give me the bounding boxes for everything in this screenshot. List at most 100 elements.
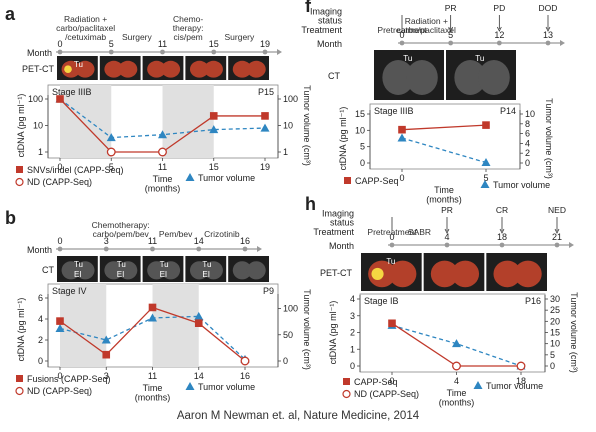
timeline-month-label: 3: [104, 236, 109, 246]
x-tick-label: 11: [158, 162, 167, 172]
timeline-month-label: 14: [194, 236, 204, 246]
left-tick-label: 0: [38, 356, 43, 366]
right-tick-label: 2: [525, 148, 530, 158]
treatment-shade: [152, 284, 199, 367]
legend-tumor-swatch: [480, 180, 490, 188]
scan-lung-left: [104, 60, 124, 78]
legend-ctdna-label: CAPP-Seq: [354, 377, 398, 387]
scan-lung-right: [246, 261, 266, 280]
x-tick-label: 16: [240, 371, 250, 381]
timeline-tick: [545, 40, 551, 46]
status-arrowhead: [444, 228, 450, 234]
right-tick-label: 50: [283, 330, 293, 340]
legend-nd-label: ND (CAPP-Seq): [27, 386, 92, 396]
ctdna-nd-point: [452, 361, 461, 371]
left-tick-label: 0: [350, 361, 355, 371]
scan-lung-left: [454, 60, 487, 95]
left-tick-label: 1: [38, 147, 43, 157]
timeline-tick: [196, 246, 202, 252]
right-tick-label: 8: [525, 119, 530, 129]
legend-tumor-label: Tumor volume: [198, 382, 255, 392]
timeline-month-label: 16: [240, 236, 250, 246]
legend-tumor-swatch: [185, 382, 195, 390]
ctdna-point: [148, 303, 157, 312]
x-tick-label: 19: [260, 162, 270, 172]
timeline-tick: [389, 242, 395, 248]
legend-nd-swatch: [342, 389, 351, 399]
legend-ctdna-swatch: [344, 177, 351, 184]
right-axis-label: Tumor volume (cm³): [302, 85, 312, 166]
status-arrowhead: [545, 26, 551, 32]
timeline-month-label: 5: [448, 30, 453, 40]
tumor-volume-point: [194, 311, 204, 320]
x-axis-label: Time (months): [135, 383, 171, 402]
x-tick-label: 0: [389, 376, 394, 386]
legend-ctdna-swatch: [343, 378, 350, 385]
timeline-tick: [262, 49, 268, 55]
legend-tumor-swatch: [473, 381, 483, 389]
imaging-status-label: CR: [496, 205, 508, 215]
x-tick-label: 4: [454, 376, 459, 386]
x-tick-label: 5: [483, 173, 488, 183]
treatment-shade: [60, 85, 112, 158]
treatment-label: Pretreatment: [377, 25, 427, 35]
scan-lung-right: [75, 261, 95, 280]
scan-lung-right: [161, 261, 181, 280]
tumor-volume-point: [148, 313, 157, 322]
x-axis-label: Time (months): [145, 174, 181, 193]
timeline-tick: [499, 242, 505, 248]
row-label-imaging-status: Imaging status: [322, 208, 355, 227]
scan-tumor-hotspot: [64, 65, 72, 74]
tumor-volume-point: [260, 123, 270, 132]
left-tick-label: 2: [38, 335, 43, 345]
status-arrowhead: [448, 26, 454, 32]
ctdna-point: [194, 319, 203, 327]
right-tick-label: 10: [283, 121, 293, 131]
patient-label: P16: [525, 296, 541, 306]
treatment-label: Pretreatment: [367, 227, 417, 237]
tumor-volume-point: [452, 339, 461, 348]
ctdna-point: [398, 125, 406, 134]
imaging-status-label: PD: [493, 3, 505, 13]
left-tick-label: 2: [350, 328, 355, 338]
scan-annotation: Tu: [475, 54, 484, 63]
imaging-status-label: PR: [441, 205, 453, 215]
x-tick-label: 0: [399, 173, 404, 183]
x-tick-label: 11: [148, 371, 157, 381]
left-axis-label: ctDNA (pg ml⁻¹): [328, 301, 338, 365]
scan-lung-left: [61, 261, 81, 280]
tumor-volume-point: [101, 335, 111, 344]
timeline-month-label: 13: [543, 30, 553, 40]
row-label-month: Month: [329, 241, 354, 251]
treatment-label: Crizotinib: [204, 229, 240, 239]
scan-lung-left: [430, 260, 459, 288]
ctdna-nd-point: [106, 147, 116, 157]
status-arrowhead: [554, 228, 560, 234]
scan-lung-right: [118, 261, 138, 280]
panel-letter: f: [305, 0, 312, 16]
panel-letter: h: [305, 194, 316, 214]
x-tick-label: 18: [516, 376, 526, 386]
treatment-label: Chemo-therapy: cis/pem: [173, 14, 204, 42]
x-tick-label: 0: [57, 371, 62, 381]
tumor-volume-line: [391, 324, 522, 367]
imaging-status-label: NED: [548, 205, 566, 215]
timeline-tick: [211, 49, 217, 55]
row-label-imaging-status: Imaging status: [310, 6, 343, 25]
scan-annotation: Tu: [74, 260, 83, 269]
timeline-month-label: 0: [57, 236, 62, 246]
row-label-imaging: CT: [328, 71, 340, 81]
row-label-month: Month: [27, 48, 52, 58]
scan-annotation: EI: [74, 270, 82, 279]
status-arrowhead: [499, 228, 505, 234]
scan-lung-right: [406, 60, 438, 95]
scan-lung-left: [493, 260, 522, 288]
x-axis-label: Time (months): [439, 388, 475, 407]
left-tick-label: 4: [350, 294, 355, 304]
row-label-treatment: Treatment: [301, 25, 342, 35]
scan-lung-right: [204, 261, 223, 280]
right-tick-label: 30: [550, 294, 560, 304]
timeline-tick: [108, 49, 114, 55]
scan-lung-right: [388, 260, 417, 288]
